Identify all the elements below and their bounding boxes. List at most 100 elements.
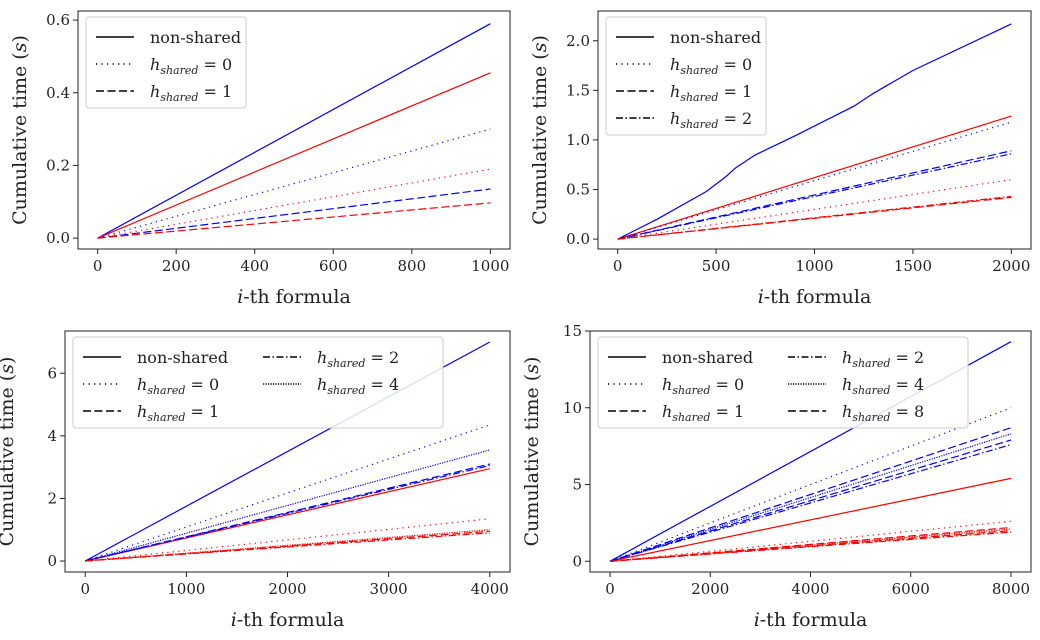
x-tick-label: 2000 xyxy=(268,580,306,598)
y-tick-label: 15 xyxy=(563,322,582,340)
y-tick-label: 0.6 xyxy=(46,11,70,29)
legend-label: hshared = 1 xyxy=(662,402,744,424)
legend-label: hshared = 2 xyxy=(670,109,752,131)
x-tick-label: 2000 xyxy=(691,580,729,598)
series-line-blue-h-shared-0 xyxy=(97,128,491,239)
x-tick-label: 200 xyxy=(162,257,191,275)
series-line-red-h-shared-2 xyxy=(617,195,1012,240)
chart-panel-1: 0 200 400 600 800 1000 0.0 0.2 0.4 0.6 i-th formul… xyxy=(9,10,511,308)
x-tick-label: 8000 xyxy=(992,580,1030,598)
x-axis-label: i-th formula xyxy=(758,286,872,308)
plot-frame xyxy=(77,10,511,250)
x-tick-label: 400 xyxy=(240,257,269,275)
series-line-blue-h-shared-0 xyxy=(85,424,490,562)
x-axis-label: i-th formula xyxy=(231,609,345,631)
series-line-red-h-shared-0 xyxy=(97,168,491,239)
legend-box xyxy=(72,336,444,429)
legend-label: non-shared xyxy=(662,348,753,367)
legend-label: hshared = 1 xyxy=(150,82,232,104)
x-tick-label: 1500 xyxy=(894,257,932,275)
chart-panel-4: 0 2000 4000 6000 8000 0 5 10 15 i-th formula Cumul… xyxy=(521,322,1032,631)
y-tick-label: 0.2 xyxy=(46,156,70,174)
series-line-red-h-shared-1 xyxy=(609,526,1012,562)
legend: non-shared hshared = 0 hshared = 1 hshared … xyxy=(605,16,767,136)
series-line-red-h-shared-2 xyxy=(85,532,490,562)
series-line-red-h-shared-1 xyxy=(617,196,1012,240)
y-tick-label: 0.0 xyxy=(46,229,70,247)
series-line-red-h-shared-8 xyxy=(609,530,1012,562)
y-tick-label: 0 xyxy=(572,552,582,570)
series-line-blue-h-shared-1 xyxy=(617,150,1012,240)
x-tick-label: 4000 xyxy=(791,580,829,598)
y-tick-label: 0 xyxy=(47,552,57,570)
series-line-red-non-shared xyxy=(609,477,1012,562)
series-line-red-h-shared-2 xyxy=(609,531,1012,562)
x-tick-label: 3000 xyxy=(370,580,408,598)
x-axis-label: i-th formula xyxy=(754,609,868,631)
legend-label: hshared = 0 xyxy=(150,55,232,77)
series-line-red-h-shared-0 xyxy=(85,518,490,562)
series-line-blue-non-shared xyxy=(97,23,491,239)
y-tick-label: 5 xyxy=(572,476,582,494)
series-line-red-h-shared-4 xyxy=(609,528,1012,562)
y-tick-label: 2 xyxy=(47,489,57,507)
legend-box xyxy=(597,336,969,429)
series-line-red-h-shared-0 xyxy=(609,520,1012,562)
legend-label: non-shared xyxy=(137,348,228,367)
legend-label: hshared = 0 xyxy=(662,375,744,397)
y-tick-label: 4 xyxy=(47,427,57,445)
x-tick-label: 0 xyxy=(605,580,615,598)
legend-label: hshared = 8 xyxy=(842,402,924,424)
x-tick-label: 0 xyxy=(613,257,623,275)
y-axis-label: Cumulative time (s) xyxy=(529,35,551,225)
x-tick-label: 6000 xyxy=(892,580,930,598)
series-line-red-h-shared-1 xyxy=(85,530,490,562)
legend-label: hshared = 0 xyxy=(137,375,219,397)
y-tick-label: 0.4 xyxy=(46,84,70,102)
series-line-blue-h-shared-4 xyxy=(609,433,1012,562)
legend-label: hshared = 1 xyxy=(137,402,219,424)
legend-label: non-shared xyxy=(670,28,761,47)
y-tick-label: 0.5 xyxy=(566,181,590,199)
x-tick-label: 1000 xyxy=(795,257,833,275)
legend-label: non-shared xyxy=(150,28,241,47)
x-tick-label: 1000 xyxy=(471,257,509,275)
x-tick-label: 1000 xyxy=(167,580,205,598)
series-line-red-h-shared-1 xyxy=(97,202,491,239)
legend-label: hshared = 1 xyxy=(670,82,752,104)
x-axis-label: i-th formula xyxy=(237,286,351,308)
series-line-blue-h-shared-2 xyxy=(609,444,1012,562)
series-line-blue-h-shared-1 xyxy=(609,427,1012,562)
x-tick-label: 600 xyxy=(319,257,348,275)
legend-label: hshared = 4 xyxy=(842,375,924,397)
series-line-blue-non-shared xyxy=(617,23,1012,240)
y-tick-label: 0.0 xyxy=(566,230,590,248)
y-tick-label: 1.5 xyxy=(566,81,590,99)
y-tick-label: 10 xyxy=(563,399,582,417)
series-line-red-non-shared xyxy=(97,72,491,239)
legend-box xyxy=(605,16,767,136)
legend: non-shared hshared = 0 hshared = 1 xyxy=(85,16,247,109)
legend-label: hshared = 2 xyxy=(317,348,399,370)
series-line-blue-h-shared-2 xyxy=(85,465,490,562)
legend-label: hshared = 2 xyxy=(842,348,924,370)
legend: non-shared hshared = 0 hshared = 1 hshared … xyxy=(597,336,969,429)
chart-panel-3: 0 1000 2000 3000 4000 0 2 4 6 i-th formula Cumulat… xyxy=(0,330,511,631)
x-tick-label: 4000 xyxy=(471,580,509,598)
series-line-blue-h-shared-0 xyxy=(617,121,1012,240)
legend-label: hshared = 4 xyxy=(317,375,399,397)
x-tick-label: 800 xyxy=(397,257,426,275)
x-tick-label: 2000 xyxy=(992,257,1030,275)
series-line-blue-h-shared-1 xyxy=(97,188,491,239)
y-tick-label: 1.0 xyxy=(566,131,590,149)
series-line-blue-h-shared-8 xyxy=(609,439,1012,562)
y-axis-label: Cumulative time (s) xyxy=(9,35,31,225)
series-line-red-non-shared xyxy=(617,115,1012,240)
series-line-blue-h-shared-2 xyxy=(617,153,1012,240)
series-line-blue-h-shared-4 xyxy=(85,449,490,562)
y-axis-label: Cumulative time (s) xyxy=(521,357,543,547)
chart-panel-2: 0 500 1000 1500 2000 0.0 0.5 1.0 1.5 2.0 i-th form… xyxy=(529,10,1032,308)
legend-box xyxy=(85,16,247,109)
x-tick-label: 0 xyxy=(93,257,103,275)
